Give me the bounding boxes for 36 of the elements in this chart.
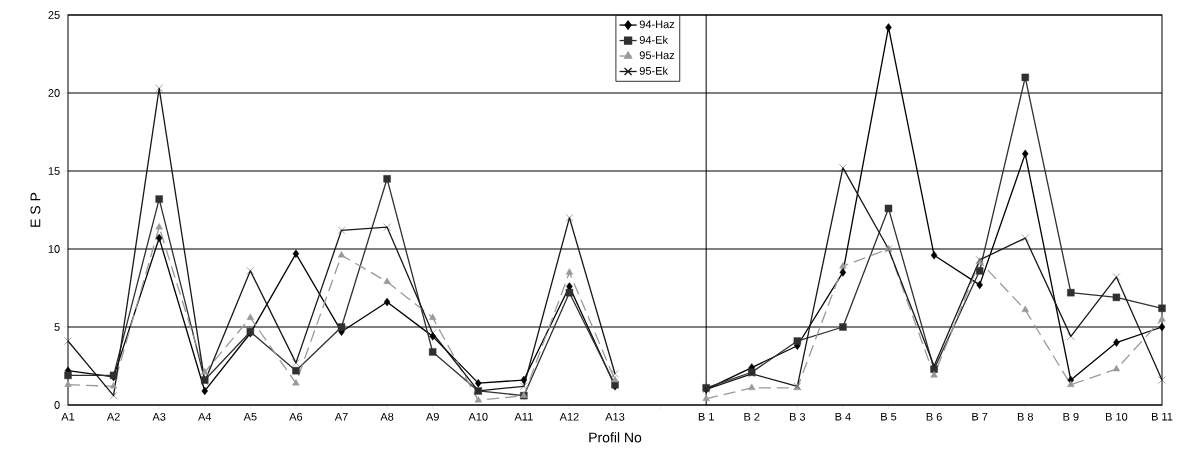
x-tick-label: B 3 [789, 412, 806, 421]
x-tick-label: A1 [61, 412, 75, 421]
x-tick-label: B 4 [835, 412, 851, 421]
y-tick-label: 10 [48, 245, 60, 253]
x-tick-label: B 6 [926, 412, 942, 421]
x-axis-title: Profil No [589, 432, 642, 443]
x-tick-label: A6 [289, 412, 303, 421]
y-tick-label: 0 [54, 401, 60, 409]
legend-label: 95-Ek [639, 66, 669, 75]
x-tick-label: B 7 [972, 412, 988, 421]
x-tick-label: A3 [152, 412, 166, 421]
legend-label: 94-Haz [639, 20, 675, 29]
x-tick-label: B 2 [744, 412, 760, 421]
x-tick-label: A7 [334, 412, 348, 421]
x-tick-label: A10 [468, 412, 488, 421]
legend-label: 94-Ek [639, 35, 669, 44]
x-tick-label: B 1 [698, 412, 714, 421]
x-tick-label: A2 [106, 412, 120, 421]
y-tick-label: 25 [48, 11, 60, 19]
x-tick-label: A5 [243, 412, 257, 421]
x-tick-label: B 5 [881, 412, 897, 421]
y-tick-label: 5 [54, 323, 60, 331]
y-axis-title: E S P [30, 192, 41, 227]
legend-label: 95-Haz [639, 51, 675, 60]
x-tick-label: B 9 [1063, 412, 1079, 421]
x-tick-label: A11 [514, 412, 533, 421]
x-tick-label: B 10 [1106, 412, 1128, 421]
y-tick-label: 15 [48, 167, 60, 175]
x-tick-label: B 8 [1017, 412, 1033, 421]
y-tick-label: 20 [48, 89, 60, 97]
x-tick-label: A4 [198, 412, 212, 421]
x-tick-label: A13 [605, 412, 625, 421]
x-tick-label: B 11 [1152, 412, 1173, 421]
x-tick-label: A9 [425, 412, 439, 421]
x-tick-label: A8 [380, 412, 394, 421]
x-tick-label: A12 [559, 412, 579, 421]
